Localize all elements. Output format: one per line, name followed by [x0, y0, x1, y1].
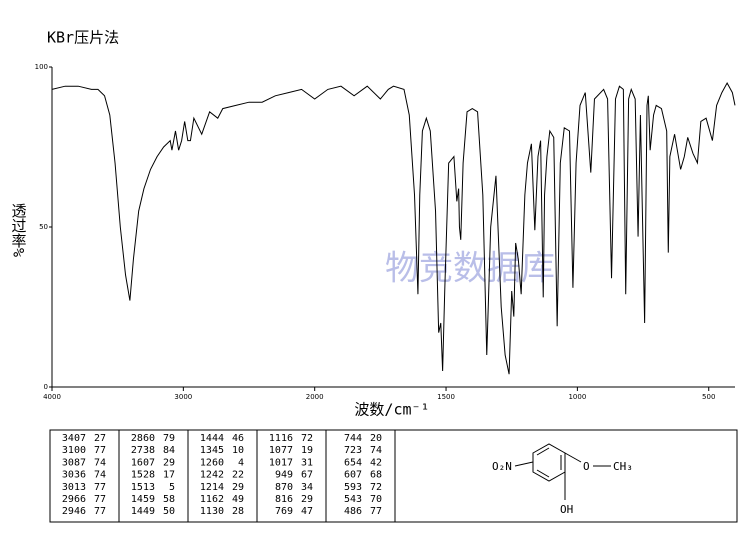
peak-wavenumber: 769: [275, 506, 293, 517]
peak-wavenumber: 870: [275, 482, 293, 493]
peak-wavenumber: 486: [344, 506, 362, 517]
x-tick-label: 3000: [174, 393, 192, 401]
double-bond: [536, 469, 550, 478]
peak-transmittance: 72: [301, 433, 313, 444]
peak-transmittance: 77: [94, 506, 106, 517]
structure-label: O₂N: [492, 460, 512, 473]
peak-wavenumber: 3036: [62, 470, 86, 481]
peak-transmittance: 29: [163, 457, 175, 468]
peak-wavenumber: 3407: [62, 433, 86, 444]
peak-transmittance: 29: [301, 494, 313, 505]
double-bond: [536, 447, 550, 456]
peak-wavenumber: 1513: [131, 482, 155, 493]
peak-wavenumber: 1130: [200, 506, 224, 517]
peak-wavenumber: 1449: [131, 506, 155, 517]
peak-wavenumber: 3087: [62, 457, 86, 468]
peak-transmittance: 74: [94, 470, 106, 481]
peak-wavenumber: 2860: [131, 433, 155, 444]
structure-label: OH: [560, 503, 573, 516]
peak-wavenumber: 2946: [62, 506, 86, 517]
peak-transmittance: 70: [370, 494, 382, 505]
peak-transmittance: 79: [163, 433, 175, 444]
x-tick-label: 500: [702, 393, 715, 401]
peak-transmittance: 77: [94, 445, 106, 456]
x-axis-label: 波数/cm⁻¹: [354, 401, 429, 419]
peak-wavenumber: 816: [275, 494, 293, 505]
peak-transmittance: 77: [370, 506, 382, 517]
peak-transmittance: 19: [301, 445, 313, 456]
structure-label: CH₃: [613, 460, 633, 473]
bond: [564, 452, 582, 463]
y-tick-label: 50: [39, 223, 48, 231]
peak-wavenumber: 949: [275, 470, 293, 481]
peak-transmittance: 77: [94, 494, 106, 505]
peak-transmittance: 17: [163, 470, 175, 481]
peak-transmittance: 50: [163, 506, 175, 517]
y-tick-label: 0: [44, 383, 48, 391]
bond: [514, 461, 534, 467]
x-tick-label: 1500: [437, 393, 455, 401]
peak-transmittance: 49: [232, 494, 244, 505]
peak-transmittance: 46: [232, 433, 244, 444]
peak-wavenumber: 1116: [269, 433, 293, 444]
structure-label: O: [583, 460, 590, 473]
peak-transmittance: 27: [94, 433, 106, 444]
peak-transmittance: 29: [232, 482, 244, 493]
x-tick-label: 2000: [306, 393, 324, 401]
spectrum-line: [51, 81, 736, 375]
peak-transmittance: 31: [301, 457, 313, 468]
benzene-ring: [532, 443, 566, 482]
peak-transmittance: 47: [301, 506, 313, 517]
peak-wavenumber: 1077: [269, 445, 293, 456]
peak-transmittance: 77: [94, 482, 106, 493]
watermark: 物竞数据库: [385, 249, 555, 289]
peak-transmittance: 58: [163, 494, 175, 505]
peak-wavenumber: 654: [344, 457, 362, 468]
peak-wavenumber: 744: [344, 433, 362, 444]
peak-wavenumber: 3013: [62, 482, 86, 493]
y-axis-label: 透过率%: [10, 203, 28, 257]
chart-title: KBr压片法: [47, 29, 119, 47]
peak-transmittance: 74: [370, 445, 382, 456]
structure: [514, 443, 611, 500]
peak-transmittance: 84: [163, 445, 175, 456]
peak-transmittance: 72: [370, 482, 382, 493]
peak-transmittance: 20: [370, 433, 382, 444]
peak-wavenumber: 1260: [200, 457, 224, 468]
peak-transmittance: 67: [301, 470, 313, 481]
x-tick-label: 4000: [43, 393, 61, 401]
structure-frame: [394, 429, 738, 523]
peak-wavenumber: 1345: [200, 445, 224, 456]
peak-transmittance: 68: [370, 470, 382, 481]
peak-transmittance: 4: [238, 457, 244, 468]
peak-wavenumber: 3100: [62, 445, 86, 456]
y-tick-label: 100: [35, 63, 48, 71]
peak-transmittance: 5: [169, 482, 175, 493]
peak-wavenumber: 1459: [131, 494, 155, 505]
peak-transmittance: 28: [232, 506, 244, 517]
peak-wavenumber: 1017: [269, 457, 293, 468]
peak-wavenumber: 543: [344, 494, 362, 505]
peak-transmittance: 74: [94, 457, 106, 468]
peak-wavenumber: 1162: [200, 494, 224, 505]
peak-wavenumber: 1444: [200, 433, 224, 444]
peak-wavenumber: 593: [344, 482, 362, 493]
peak-wavenumber: 723: [344, 445, 362, 456]
peak-wavenumber: 2738: [131, 445, 155, 456]
peak-wavenumber: 1214: [200, 482, 224, 493]
peak-wavenumber: 1607: [131, 457, 155, 468]
x-tick-label: 1000: [568, 393, 586, 401]
peak-wavenumber: 607: [344, 470, 362, 481]
peak-wavenumber: 1528: [131, 470, 155, 481]
peak-wavenumber: 1242: [200, 470, 224, 481]
peak-transmittance: 34: [301, 482, 313, 493]
peak-transmittance: 42: [370, 457, 382, 468]
peak-wavenumber: 2966: [62, 494, 86, 505]
peak-transmittance: 22: [232, 470, 244, 481]
peak-transmittance: 10: [232, 445, 244, 456]
